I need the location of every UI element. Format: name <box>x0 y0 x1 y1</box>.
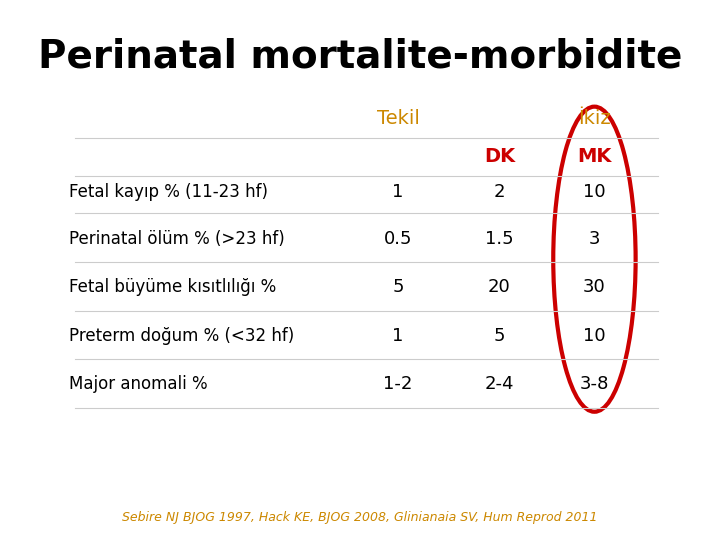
Text: 0.5: 0.5 <box>384 230 413 248</box>
Text: 1-2: 1-2 <box>383 375 413 394</box>
Text: İkiz: İkiz <box>578 109 611 129</box>
Text: MK: MK <box>577 147 611 166</box>
Text: Perinatal mortalite-morbidite: Perinatal mortalite-morbidite <box>38 38 682 76</box>
Text: 30: 30 <box>583 278 606 296</box>
Text: Perinatal ölüm % (>23 hf): Perinatal ölüm % (>23 hf) <box>68 230 284 248</box>
Text: DK: DK <box>484 147 515 166</box>
Text: 2: 2 <box>494 183 505 201</box>
Text: 1: 1 <box>392 327 404 345</box>
Text: Preterm doğum % (<32 hf): Preterm doğum % (<32 hf) <box>68 327 294 345</box>
Text: 1: 1 <box>392 183 404 201</box>
Text: Fetal kayıp % (11-23 hf): Fetal kayıp % (11-23 hf) <box>68 183 268 201</box>
Text: 5: 5 <box>392 278 404 296</box>
Text: Major anomali %: Major anomali % <box>68 375 207 394</box>
Text: 3: 3 <box>589 230 600 248</box>
Text: Tekil: Tekil <box>377 109 420 129</box>
Text: 5: 5 <box>494 327 505 345</box>
Text: 2-4: 2-4 <box>485 375 514 394</box>
Text: 20: 20 <box>488 278 510 296</box>
Text: Sebire NJ BJOG 1997, Hack KE, BJOG 2008, Glinianaia SV, Hum Reprod 2011: Sebire NJ BJOG 1997, Hack KE, BJOG 2008,… <box>122 511 598 524</box>
Text: 10: 10 <box>583 183 606 201</box>
Text: 1.5: 1.5 <box>485 230 513 248</box>
Text: Fetal büyüme kısıtlılığı %: Fetal büyüme kısıtlılığı % <box>68 278 276 296</box>
Text: 3-8: 3-8 <box>580 375 609 394</box>
Text: 10: 10 <box>583 327 606 345</box>
